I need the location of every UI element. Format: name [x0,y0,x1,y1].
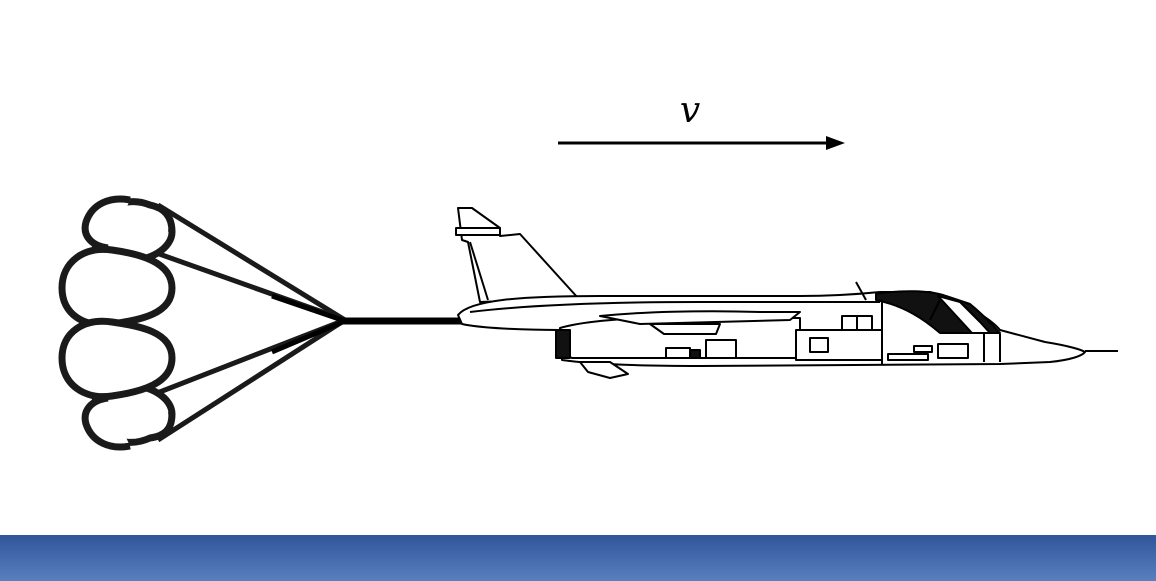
velocity-label: v [680,90,700,131]
jet-aircraft-icon [455,207,1118,379]
velocity-arrow [558,136,845,150]
riser-lines [271,293,346,355]
parachute-icon [58,195,347,451]
footer-bar [0,535,1156,581]
